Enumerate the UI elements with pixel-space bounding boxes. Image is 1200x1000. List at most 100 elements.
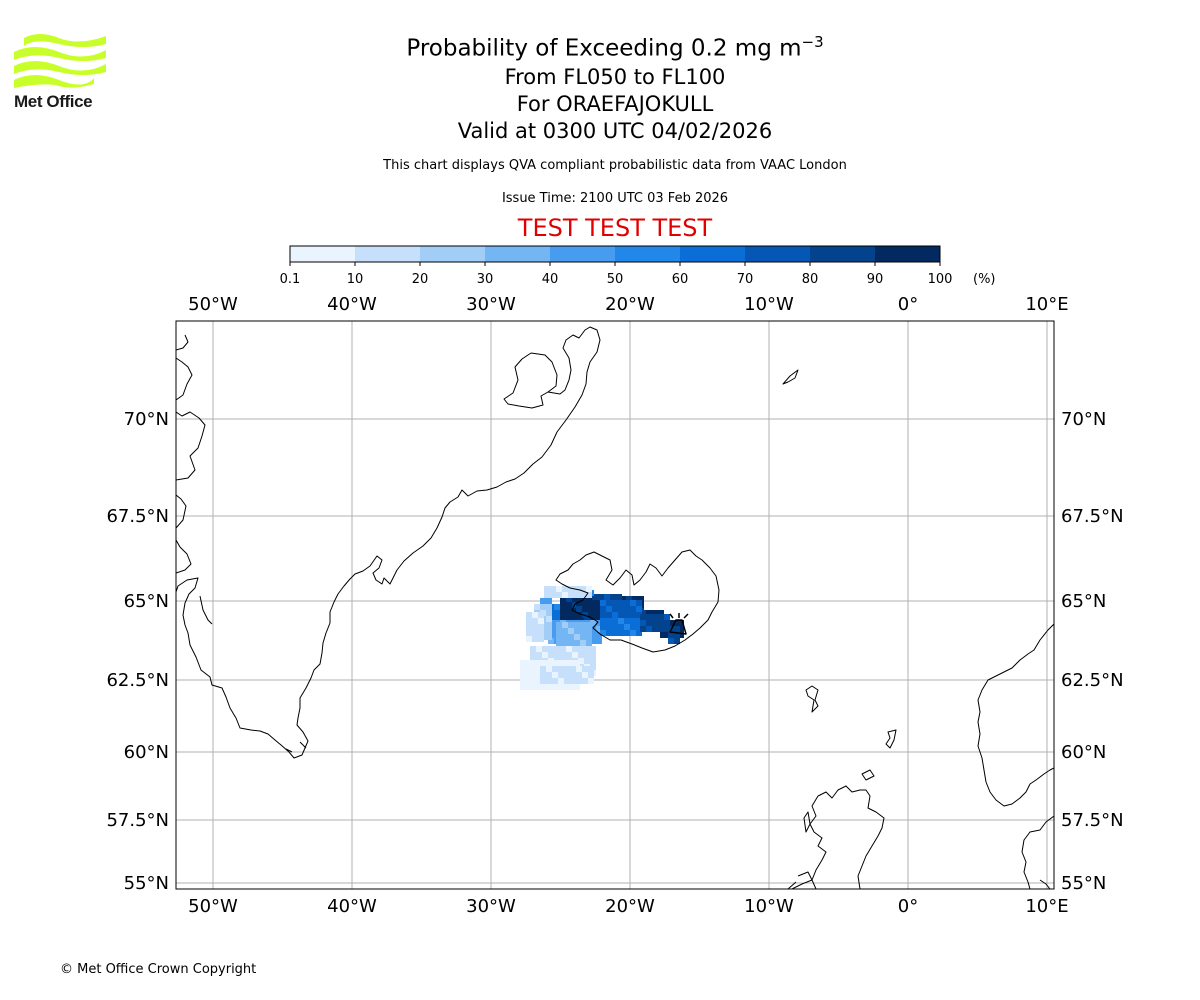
colorbar-swatch bbox=[875, 246, 941, 262]
ash-cell bbox=[600, 630, 606, 636]
ash-cell bbox=[550, 660, 556, 666]
ash-cell bbox=[544, 592, 550, 598]
ash-cell bbox=[556, 634, 562, 640]
ash-cell bbox=[520, 672, 526, 678]
ash-cell bbox=[600, 606, 606, 612]
ash-cell bbox=[526, 618, 532, 624]
ash-cell bbox=[546, 616, 552, 622]
ash-cell bbox=[600, 624, 606, 630]
ash-cell bbox=[678, 626, 684, 632]
ash-cell bbox=[678, 632, 684, 638]
ash-cell bbox=[618, 600, 624, 606]
ash-cell bbox=[624, 600, 630, 606]
ash-cell bbox=[660, 632, 666, 638]
ash-cell bbox=[618, 618, 624, 624]
ash-cell bbox=[582, 678, 588, 684]
ash-cell bbox=[526, 624, 532, 630]
ash-cell bbox=[560, 608, 566, 614]
ash-cell bbox=[546, 672, 552, 678]
ash-cell bbox=[576, 600, 582, 606]
lon-label-top: 10°W bbox=[744, 294, 794, 315]
ash-cell bbox=[568, 640, 574, 646]
ash-cell bbox=[640, 610, 646, 616]
ash-cell bbox=[612, 600, 618, 606]
lat-label-left: 70°N bbox=[124, 409, 169, 430]
colorbar-label: 80 bbox=[802, 272, 819, 287]
ash-cell bbox=[612, 630, 618, 636]
lat-label-right: 62.5°N bbox=[1061, 670, 1124, 691]
ash-cell bbox=[618, 606, 624, 612]
longitude-labels: 50°W 50°W 40°W 40°W 30°W 30°W 20°W 20°W 10°W 10°W… bbox=[188, 294, 1068, 917]
ash-cell bbox=[606, 624, 612, 630]
ash-cell bbox=[624, 618, 630, 624]
ash-cell bbox=[572, 652, 578, 658]
coastline-denmark bbox=[1021, 815, 1054, 889]
ash-cell bbox=[570, 672, 576, 678]
ash-cell bbox=[578, 652, 584, 658]
ash-cell bbox=[596, 638, 602, 644]
ash-cell bbox=[570, 678, 576, 684]
ash-cell bbox=[616, 594, 622, 600]
chart-title: Probability of Exceeding 0.2 mg m−3 bbox=[406, 33, 824, 62]
ash-cell bbox=[586, 634, 592, 640]
ash-cell bbox=[562, 684, 568, 690]
ash-cell bbox=[526, 672, 532, 678]
lon-label-top: 50°W bbox=[188, 294, 238, 315]
ash-cell bbox=[560, 646, 566, 652]
ash-cell bbox=[646, 620, 652, 626]
colorbar-label: 40 bbox=[542, 272, 559, 287]
ash-cell bbox=[560, 614, 566, 620]
ash-cell bbox=[658, 610, 664, 616]
ash-cell bbox=[582, 606, 588, 612]
colorbar: 0.1 10 20 30 40 50 60 70 80 90 100 (%) bbox=[280, 245, 996, 287]
ash-cell bbox=[538, 636, 544, 642]
ash-cell bbox=[552, 666, 558, 672]
ash-cell bbox=[550, 684, 556, 690]
ash-cell bbox=[562, 592, 568, 598]
colorbar-label: 100 bbox=[928, 272, 953, 287]
colorbar-unit: (%) bbox=[973, 272, 996, 287]
ash-cell bbox=[562, 634, 568, 640]
ash-cell bbox=[618, 630, 624, 636]
ash-cell bbox=[618, 612, 624, 618]
ash-cell bbox=[562, 628, 568, 634]
ash-cell bbox=[536, 646, 542, 652]
ash-cell bbox=[640, 620, 646, 626]
ash-cell bbox=[578, 646, 584, 652]
coastline-scotland bbox=[787, 785, 885, 889]
ash-cell bbox=[538, 660, 544, 666]
colorbar-label: 30 bbox=[477, 272, 494, 287]
ash-cell bbox=[664, 620, 670, 626]
volcano-marker-icon bbox=[669, 613, 689, 635]
colorbar-swatch bbox=[550, 246, 616, 262]
ash-cell bbox=[564, 672, 570, 678]
ash-cell bbox=[520, 678, 526, 684]
ash-cell bbox=[674, 626, 680, 632]
coastline-faroe bbox=[805, 685, 819, 713]
lat-label-left: 65°N bbox=[124, 591, 169, 612]
ash-cell bbox=[630, 600, 636, 606]
lon-label-bottom: 50°W bbox=[188, 896, 238, 917]
ash-cell bbox=[588, 612, 594, 618]
ash-cell bbox=[538, 624, 544, 630]
ash-cell bbox=[558, 672, 564, 678]
ash-cell bbox=[576, 606, 582, 612]
lat-label-right: 67.5°N bbox=[1061, 506, 1124, 527]
ash-cell bbox=[526, 660, 532, 666]
ash-cell bbox=[594, 606, 600, 612]
ash-cell bbox=[548, 646, 554, 652]
flight-level-range: From FL050 to FL100 bbox=[504, 65, 726, 89]
ash-cell bbox=[582, 600, 588, 606]
lon-label-top: 0° bbox=[898, 294, 918, 315]
ash-cell bbox=[604, 594, 610, 600]
ash-cell bbox=[664, 626, 670, 632]
ash-cell bbox=[556, 640, 562, 646]
ash-cell bbox=[580, 622, 586, 628]
ash-cell bbox=[652, 620, 658, 626]
ash-cell bbox=[620, 596, 626, 602]
coastline-shetland bbox=[885, 729, 897, 749]
ash-cell bbox=[550, 586, 556, 592]
coastline-greenland-west bbox=[176, 334, 206, 574]
ash-cell bbox=[610, 594, 616, 600]
ash-cell bbox=[568, 622, 574, 628]
